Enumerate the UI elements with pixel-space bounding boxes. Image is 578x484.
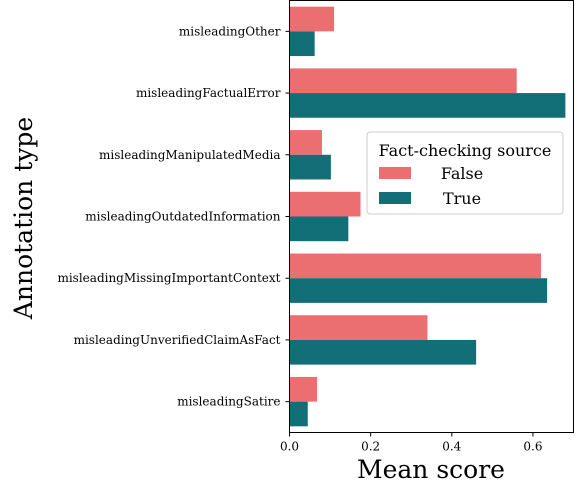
legend-label-true: True xyxy=(443,189,481,208)
bar-misleadingSatire-false xyxy=(289,376,318,402)
bar-misleadingManipulatedMedia-false xyxy=(289,130,322,155)
x-tick-label: 0.6 xyxy=(523,440,542,454)
bar-misleadingFactualError-true xyxy=(289,93,566,118)
legend-box xyxy=(366,131,564,215)
x-tick-label: 0.2 xyxy=(361,440,380,454)
y-tick-label: misleadingUnverifiedClaimAsFact xyxy=(74,333,281,347)
bar-misleadingUnverifiedClaimAsFact-true xyxy=(289,339,477,365)
bar-misleadingMissingImportantContext-true xyxy=(289,278,548,303)
y-tick-label: misleadingManipulatedMedia xyxy=(99,148,280,162)
legend-label-false: False xyxy=(441,164,483,183)
bar-misleadingOther-false xyxy=(289,6,335,32)
bar-misleadingOutdatedInformation-false xyxy=(289,191,361,217)
bar-misleadingSatire-true xyxy=(289,401,308,427)
x-tick-label: 0.0 xyxy=(280,440,299,454)
legend-title: Fact-checking source xyxy=(379,141,552,160)
x-ticks: 0.0 0.2 0.4 0.6 xyxy=(280,432,542,454)
y-tick-label: misleadingMissingImportantContext xyxy=(57,271,280,285)
y-tick-label: misleadingFactualError xyxy=(136,86,281,100)
bar-misleadingOutdatedInformation-true xyxy=(289,216,349,242)
x-tick-label: 0.4 xyxy=(442,440,461,454)
bars-group xyxy=(289,6,566,427)
y-axis-title: Annotation type xyxy=(9,117,38,320)
bar-misleadingOther-true xyxy=(289,31,315,57)
y-tick-label: misleadingOutdatedInformation xyxy=(85,210,281,224)
legend: Fact-checking source False True xyxy=(366,131,564,215)
y-tick-labels: misleadingOther misleadingFactualError mis… xyxy=(57,24,290,409)
bar-misleadingManipulatedMedia-true xyxy=(289,154,331,180)
bar-misleadingUnverifiedClaimAsFact-false xyxy=(289,315,428,340)
legend-swatch-true xyxy=(379,192,411,204)
x-axis-title: Mean score xyxy=(357,455,505,484)
bar-misleadingMissingImportantContext-false xyxy=(289,253,542,279)
bar-misleadingFactualError-false xyxy=(289,68,517,94)
y-tick-label: misleadingOther xyxy=(179,24,281,38)
y-tick-label: misleadingSatire xyxy=(177,395,280,409)
legend-swatch-false xyxy=(379,167,411,179)
